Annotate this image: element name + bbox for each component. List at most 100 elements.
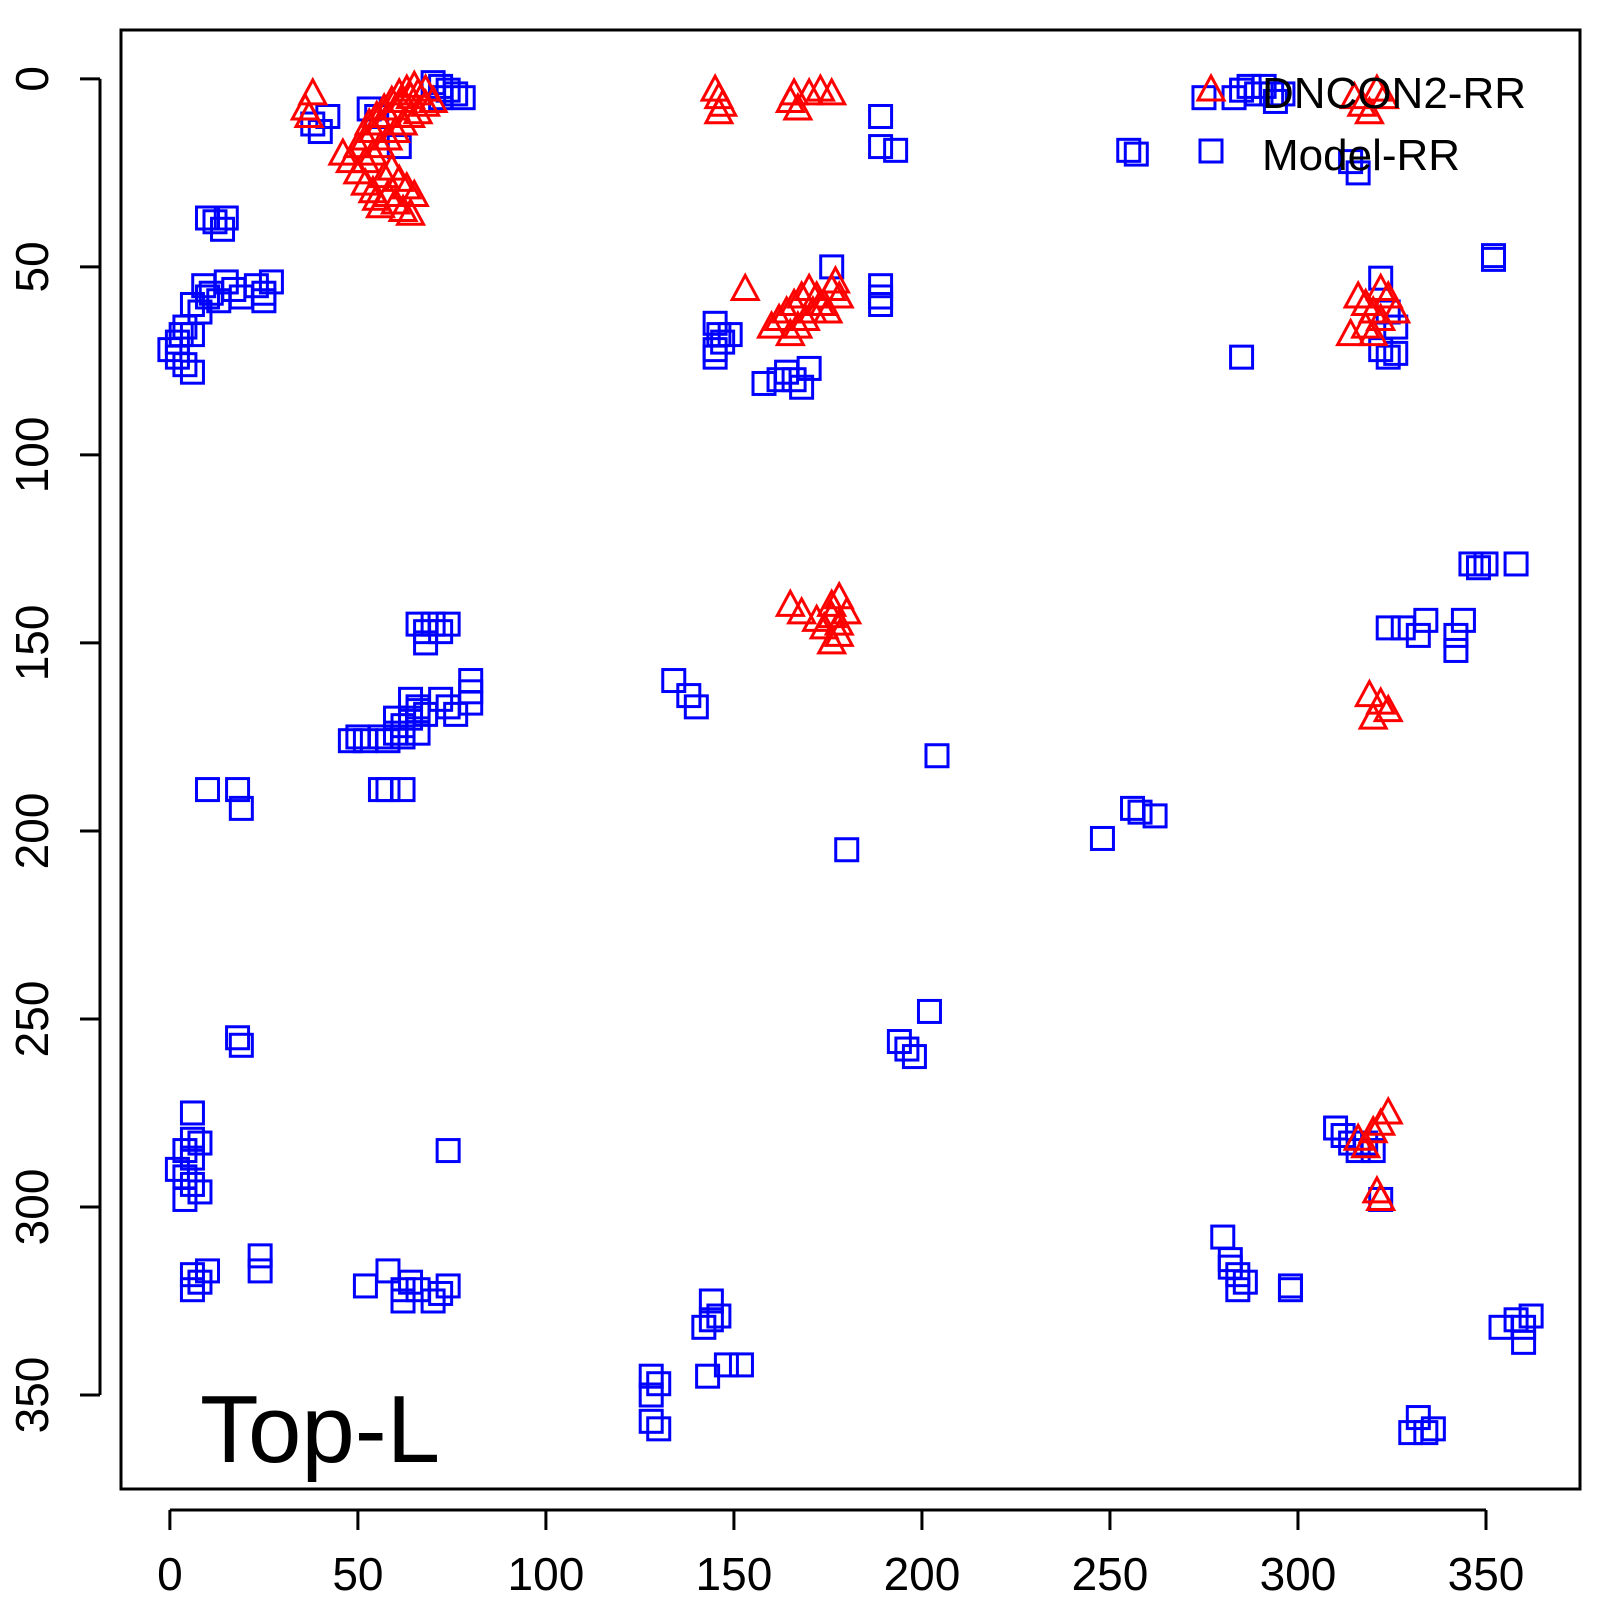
model-rr-point [1142, 803, 1168, 829]
model-rr-point [228, 795, 254, 821]
y-tick-label: 250 [6, 981, 58, 1058]
model-rr-point [1413, 607, 1439, 633]
model-rr-point [443, 81, 469, 107]
dncon2-rr-point [816, 625, 848, 655]
model-rr-point [1473, 551, 1499, 577]
x-tick-label: 50 [332, 1548, 383, 1600]
model-rr-point [164, 344, 190, 370]
model-rr-point [187, 1130, 213, 1156]
dncon2-rr-point [789, 302, 821, 332]
model-rr-point [1277, 1277, 1303, 1303]
legend-square-marker [1198, 138, 1224, 164]
model-rr-point [179, 359, 205, 385]
model-rr-point [868, 103, 894, 129]
model-rr-point [1210, 1224, 1236, 1250]
model-rr-point [646, 1416, 672, 1442]
dncon2-rr-point [1357, 317, 1389, 347]
model-rr-point [886, 1029, 912, 1055]
model-rr-point [179, 1277, 205, 1303]
model-rr-point [352, 1273, 378, 1299]
dncon2-rr-point [1353, 95, 1385, 125]
model-rr-point [1089, 825, 1115, 851]
dncon2-rr-point [293, 99, 325, 128]
model-rr-point [420, 611, 446, 637]
dncon2-rr-point [763, 302, 795, 332]
dncon2-rr-point [383, 76, 415, 106]
model-rr-point [774, 359, 800, 385]
dncon2-rr-point [831, 595, 863, 625]
model-rr-point [1481, 246, 1507, 272]
y-tick-label: 0 [6, 66, 58, 92]
model-rr-point [1368, 337, 1394, 363]
dncon2-rr-point [387, 193, 419, 222]
model-rr-point [413, 630, 439, 656]
model-rr-point [398, 1269, 424, 1295]
model-rr-point [213, 269, 239, 295]
model-rr-point [713, 1352, 739, 1378]
dncon2-rr-point [816, 76, 848, 106]
model-rr-point [683, 694, 709, 720]
model-rr-point [1262, 88, 1288, 114]
model-rr-point [179, 1171, 205, 1197]
legend-label-dncon2-rr: DNCON2-RR [1262, 69, 1526, 118]
dncon2-rr-point [812, 294, 844, 324]
model-rr-point [1390, 615, 1416, 641]
model-rr-point [435, 1138, 461, 1164]
dncon2-rr-point [1380, 294, 1412, 324]
model-rr-point [868, 292, 894, 318]
dncon2-rr-point [816, 588, 848, 617]
model-rr-point [390, 777, 416, 803]
model-rr-point [225, 777, 251, 803]
dncon2-rr-point [797, 294, 829, 324]
model-rr-point [213, 205, 239, 231]
model-rr-point [179, 1126, 205, 1152]
dncon2-rr-point [823, 279, 855, 309]
model-rr-point [883, 137, 909, 163]
model-rr-point [194, 1258, 220, 1284]
model-rr-point [868, 134, 894, 160]
model-rr-point [405, 720, 431, 746]
model-rr-point [1443, 622, 1469, 648]
model-rr-point [1503, 551, 1529, 577]
model-rr-point [1217, 1247, 1243, 1273]
dncon2-rr-point [395, 197, 427, 226]
dncon2-rr-point [1372, 279, 1404, 309]
dncon2-rr-point [1357, 700, 1389, 730]
y-tick-label: 100 [6, 417, 58, 494]
model-rr-point [458, 690, 484, 716]
model-rr-point [194, 284, 220, 310]
model-rr-point [1368, 265, 1394, 291]
model-rr-point [702, 344, 728, 370]
x-tick-label: 350 [1448, 1548, 1525, 1600]
model-rr-point [243, 273, 269, 299]
x-tick-label: 250 [1072, 1548, 1149, 1600]
dncon2-rr-point [372, 121, 404, 151]
y-tick-label: 350 [6, 1357, 58, 1434]
dncon2-rr-point [1368, 80, 1400, 110]
model-rr-point [383, 705, 409, 731]
dncon2-rr-point [804, 73, 836, 102]
model-rr-point [337, 728, 363, 754]
dncon2-rr-point [410, 88, 442, 117]
model-rr-point [164, 1156, 190, 1182]
plot-frame [119, 28, 1582, 1491]
model-rr-point [1270, 81, 1296, 107]
y-tick-label: 300 [6, 1169, 58, 1246]
x-tick-label: 200 [884, 1548, 961, 1600]
legend: DNCON2-RR Model-RR [1195, 69, 1526, 180]
model-rr-point [698, 1307, 724, 1333]
dncon2-rr-point [793, 76, 825, 106]
model-rr-point [924, 743, 950, 769]
model-rr-point [1217, 1254, 1243, 1280]
dncon2-rr-point [361, 99, 393, 128]
model-rr-point [1420, 1416, 1446, 1442]
model-rr-point [428, 1280, 454, 1306]
model-rr-point [435, 694, 461, 720]
model-rr-point [1345, 160, 1371, 186]
model-rr-point [435, 611, 461, 637]
x-axis: 0 50 100 150 200 250 300 350 [157, 1508, 1525, 1600]
model-rr-point [638, 1408, 664, 1434]
model-rr-point [247, 1258, 273, 1284]
model-rr-point [1127, 799, 1153, 825]
panel-annotation: Top-L [200, 1376, 440, 1483]
